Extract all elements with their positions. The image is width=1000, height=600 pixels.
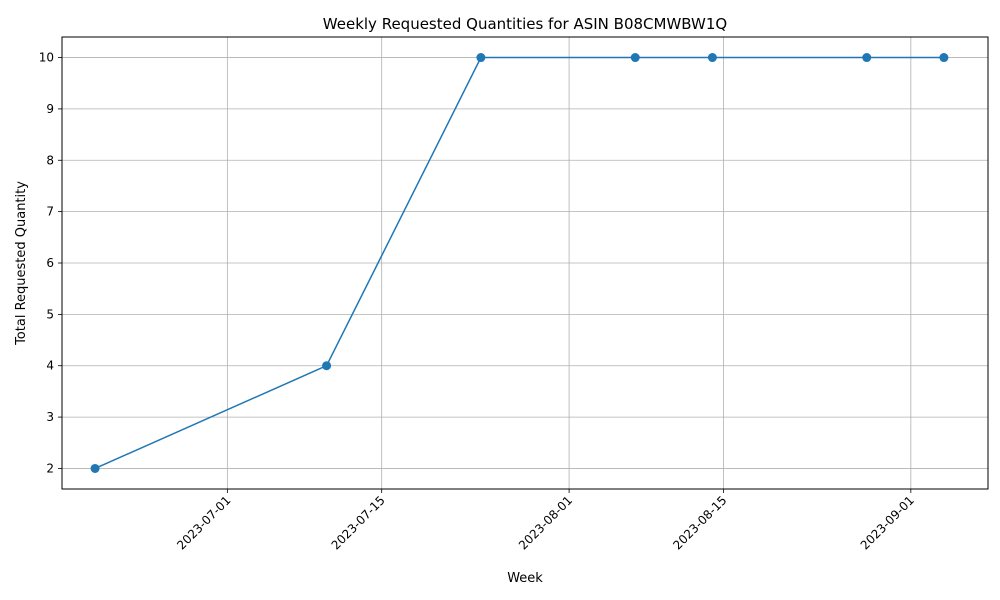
- y-tick-label: 10: [39, 51, 54, 65]
- data-point: [90, 463, 100, 473]
- data-point: [939, 53, 949, 63]
- grid: [62, 37, 988, 489]
- y-tick-label: 9: [46, 102, 54, 116]
- y-tick-label: 5: [46, 307, 54, 321]
- data-point: [630, 53, 640, 63]
- data-point: [862, 53, 872, 63]
- data-point: [707, 53, 717, 63]
- y-tick-label: 2: [46, 461, 54, 475]
- y-tick-label: 4: [46, 359, 54, 373]
- y-tick-label: 8: [46, 153, 54, 167]
- chart-title: Weekly Requested Quantities for ASIN B08…: [323, 15, 727, 33]
- y-tick-label: 6: [46, 256, 54, 270]
- y-axis-label: Total Requested Quantity: [14, 181, 29, 346]
- y-tick-label: 3: [46, 410, 54, 424]
- data-point: [476, 53, 486, 63]
- data-point: [322, 361, 332, 371]
- series-layer: [90, 53, 949, 473]
- x-axis-label: Week: [507, 571, 543, 586]
- y-tick-label: 7: [46, 205, 54, 219]
